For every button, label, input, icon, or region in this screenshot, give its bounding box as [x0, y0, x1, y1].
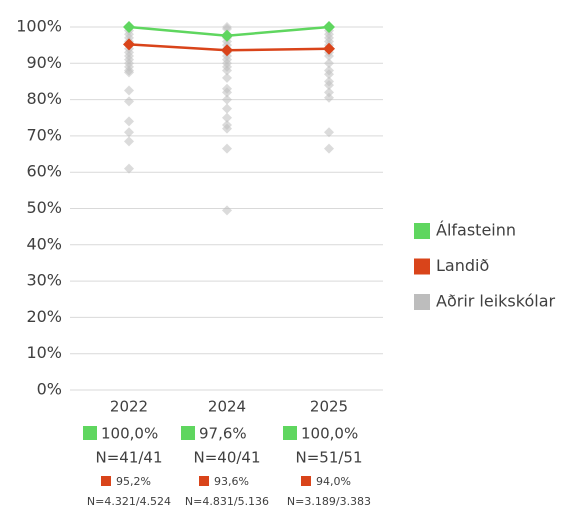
- n-label: N=4.321/4.524: [87, 495, 171, 508]
- value-label: 94,0%: [316, 475, 351, 488]
- value-label: 100,0%: [101, 425, 158, 443]
- series-point: [123, 21, 135, 33]
- other-point: [222, 112, 232, 123]
- legend-swatch: [414, 223, 430, 239]
- series-point: [221, 44, 233, 57]
- other-point: [222, 23, 232, 34]
- y-tick-label: 100%: [16, 17, 62, 36]
- other-point: [222, 87, 232, 98]
- legend-swatch: [414, 258, 430, 275]
- other-point: [124, 163, 134, 174]
- other-point: [324, 127, 334, 138]
- series-point: [323, 42, 335, 55]
- other-point: [324, 143, 334, 154]
- other-point: [124, 136, 134, 147]
- series-point: [221, 29, 233, 42]
- other-point: [324, 92, 334, 103]
- value-label: 93,6%: [214, 475, 249, 488]
- y-tick-label: 60%: [26, 162, 62, 181]
- y-tick-label: 30%: [26, 271, 62, 290]
- other-point: [222, 205, 232, 216]
- other-point: [124, 96, 134, 107]
- legend-swatch: [181, 426, 195, 440]
- other-point: [324, 69, 334, 80]
- legend-swatch: [283, 426, 297, 440]
- y-tick-label: 80%: [26, 89, 62, 108]
- y-tick-label: 70%: [26, 125, 62, 144]
- x-tick-label: 2025: [310, 398, 348, 416]
- n-label: N=3.189/3.383: [287, 495, 371, 508]
- other-point: [324, 51, 334, 62]
- legend-label: Aðrir leikskólar: [436, 292, 555, 311]
- value-label: 97,6%: [199, 425, 247, 443]
- x-tick-label: 2024: [208, 398, 246, 416]
- other-point: [222, 143, 232, 154]
- n-label: N=40/41: [193, 449, 260, 467]
- y-tick-label: 50%: [26, 198, 62, 217]
- other-point: [222, 65, 232, 76]
- other-point: [124, 67, 134, 78]
- value-label: 100,0%: [301, 425, 358, 443]
- y-tick-label: 20%: [26, 307, 62, 326]
- other-point: [124, 116, 134, 127]
- y-tick-label: 10%: [26, 343, 62, 362]
- y-tick-label: 40%: [26, 234, 62, 253]
- other-point: [324, 87, 334, 98]
- legend-label: Álfasteinn: [436, 221, 516, 240]
- legend-swatch: [83, 426, 97, 440]
- other-point: [222, 123, 232, 134]
- other-point: [222, 94, 232, 105]
- series-point: [123, 38, 135, 51]
- other-point: [324, 80, 334, 91]
- n-label: N=51/51: [295, 449, 362, 467]
- y-tick-label: 0%: [37, 380, 62, 399]
- series-point: [323, 21, 335, 33]
- legend-swatch: [199, 476, 209, 486]
- legend-label: Landið: [436, 256, 489, 275]
- other-point: [124, 85, 134, 96]
- value-label: 95,2%: [116, 475, 151, 488]
- other-point: [222, 103, 232, 114]
- legend-swatch: [101, 476, 111, 486]
- legend-swatch: [301, 476, 311, 486]
- n-label: N=4.831/5.136: [185, 495, 269, 508]
- other-point: [324, 58, 334, 69]
- y-tick-label: 90%: [26, 53, 62, 72]
- n-label: N=41/41: [95, 449, 162, 467]
- other-point: [222, 72, 232, 83]
- legend-swatch: [414, 294, 430, 310]
- x-tick-label: 2022: [110, 398, 148, 416]
- other-point: [124, 127, 134, 138]
